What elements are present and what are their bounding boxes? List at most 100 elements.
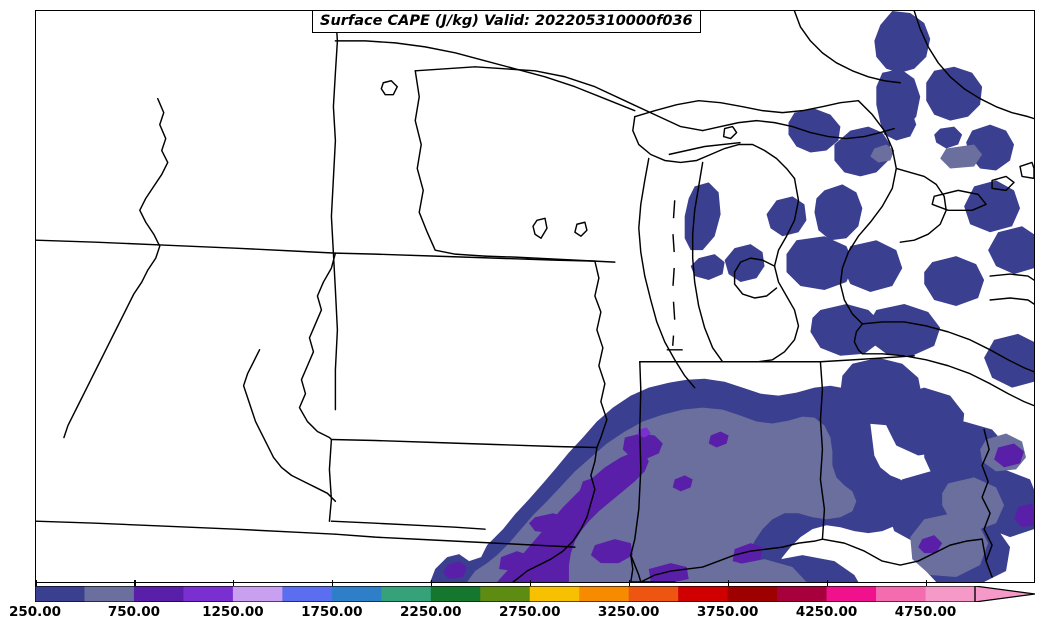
cape-contour-250-500-ontario-a xyxy=(874,11,931,73)
colorbar-canvas[interactable] xyxy=(35,586,1035,602)
colorbar-segments xyxy=(35,586,976,602)
cape-contour-750-1000-pocket-c xyxy=(529,513,567,534)
border-il-in xyxy=(630,361,642,582)
plot-title: Surface CAPE (J/kg) Valid: 202205310000f… xyxy=(320,13,693,29)
political-boundaries xyxy=(36,11,1034,582)
river-missouri-dakotas xyxy=(63,97,169,439)
border-oh-east xyxy=(981,428,993,578)
lake-boundary-dashed xyxy=(666,200,683,351)
lake-winnebago xyxy=(532,217,548,239)
border-il-mo-miss xyxy=(512,446,598,582)
island-beaver xyxy=(722,125,738,140)
shore-lake-superior-north xyxy=(701,119,896,140)
shore-lake-erie-west xyxy=(853,323,864,355)
shore-lake-ontario xyxy=(989,273,1034,281)
border-il-south xyxy=(630,554,642,582)
superior-divider-line xyxy=(668,141,741,156)
cape-contour-250-500-huron-f xyxy=(842,240,903,293)
colorbar-label-0: 250.00 xyxy=(8,604,62,620)
colorbar-label-3: 1750.00 xyxy=(301,604,363,620)
map-canvas[interactable] xyxy=(36,11,1034,582)
cape-contour-750-1000-pocket-i xyxy=(732,543,763,566)
cape-contour-250-500-huron-b xyxy=(814,184,863,241)
shore-michigan-lp-east xyxy=(757,177,800,363)
colorbar-segment-7 xyxy=(381,586,432,602)
shore-georgian-bay xyxy=(895,167,947,243)
cape-contour-750-1000-pocket-g xyxy=(672,475,693,492)
colorbar-segment-16 xyxy=(826,586,877,602)
border-ontario-quebec xyxy=(913,11,1034,120)
colorbar-segment-5 xyxy=(282,586,333,602)
shore-lake-michigan-east xyxy=(691,161,724,363)
shore-lake-michigan-west xyxy=(638,157,696,389)
cape-contour-250-500-ontario-d xyxy=(934,126,963,149)
colorbar-segment-6 xyxy=(331,586,382,602)
colorbar-segment-1 xyxy=(84,586,135,602)
shore-lake-huron-east xyxy=(839,99,897,325)
cape-contour-750-1000-pocket-j xyxy=(443,561,468,580)
cape-contour-500-750-bottom xyxy=(730,559,807,582)
dashed-lake-michigan-line xyxy=(671,200,676,346)
border-wi-il xyxy=(484,255,616,263)
colorbar-segment-0 xyxy=(35,586,86,602)
cape-contour-750-1000-pocket-a xyxy=(622,433,663,460)
colorbar-label-6: 3250.00 xyxy=(597,604,660,620)
colorbar-segment-8 xyxy=(430,586,481,602)
colorbar-frame xyxy=(35,586,976,602)
border-mo-ar xyxy=(330,520,486,530)
colorbar-segment-17 xyxy=(876,586,927,602)
shore-saginaw-bay xyxy=(733,257,778,299)
cape-contour-250-500-huron-e xyxy=(786,236,855,291)
map-panel[interactable] xyxy=(35,10,1035,583)
shore-lake-ontario-south xyxy=(989,297,1034,305)
colorbar-tick-labels: 250.00 750.00 1250.00 1750.00 2250.00 2750.00… xyxy=(0,604,1042,628)
border-oh-mi xyxy=(819,355,915,363)
island-small-b xyxy=(991,175,1015,192)
colorbar-segment-10 xyxy=(529,586,580,602)
cape-contour-500-750-ontario-speck2 xyxy=(940,144,983,169)
lake-small-wi xyxy=(574,221,588,237)
lake-superior-divider xyxy=(668,141,741,156)
cape-contour-1000-1250-speck xyxy=(637,427,651,438)
border-wi-north xyxy=(414,66,704,132)
border-nd-sd xyxy=(36,239,337,254)
colorbar-segment-4 xyxy=(232,586,283,602)
border-mn-wi xyxy=(414,70,486,257)
cape-contour-500-750-ontario-speck xyxy=(870,144,895,163)
cape-contour-750-1000-pocket-b xyxy=(578,475,617,500)
cape-contour-750-1000-pocket-h xyxy=(708,431,729,448)
cape-contour-250-500-huron-c xyxy=(766,196,807,237)
colorbar-label-7: 3750.00 xyxy=(696,604,759,620)
cape-contour-250-500-ontario-b xyxy=(926,66,983,121)
colorbar-label-2: 1250.00 xyxy=(202,604,264,620)
colorbar-segment-2 xyxy=(133,586,185,602)
colorbar-segment-9 xyxy=(480,586,531,602)
cape-contour-750-1000-pocket-f xyxy=(499,551,530,572)
border-ia-east xyxy=(594,260,608,449)
cape-contour-250-500-huron-d xyxy=(724,244,765,283)
border-ky-ohio-river xyxy=(640,538,824,582)
cape-contour-250-500-erie-d xyxy=(964,180,1021,233)
cape-contour-250-500-erie-a xyxy=(810,303,883,356)
colorbar-segment-14 xyxy=(727,586,778,602)
colorbar-label-1: 750.00 xyxy=(107,604,160,620)
border-oh-south xyxy=(821,538,987,566)
cape-contour-750-1000-ohio-c xyxy=(918,535,943,554)
shore-lake-superior-south xyxy=(634,99,860,118)
colorbar-segment-3 xyxy=(183,586,234,602)
border-mn-west xyxy=(330,11,339,411)
border-ks-ne xyxy=(334,533,576,548)
colorbar-label-9: 4750.00 xyxy=(894,604,957,620)
cape-contour-250-500-erie-c xyxy=(924,256,985,306)
colorbar-label-8: 4250.00 xyxy=(795,604,858,620)
cape-contour-250-500-erie-b xyxy=(868,303,941,356)
cape-contour-750-1000-ohio-b xyxy=(1014,503,1034,528)
cape-contour-250-500-ontario-e xyxy=(788,108,841,153)
colorbar-label-5: 2750.00 xyxy=(498,604,561,620)
colorbar-segment-18 xyxy=(925,586,976,602)
border-in-oh xyxy=(819,361,826,540)
plot-title-box: Surface CAPE (J/kg) Valid: 202205310000f… xyxy=(312,10,701,34)
colorbar[interactable] xyxy=(35,586,1035,602)
border-mn-canada xyxy=(334,40,636,112)
